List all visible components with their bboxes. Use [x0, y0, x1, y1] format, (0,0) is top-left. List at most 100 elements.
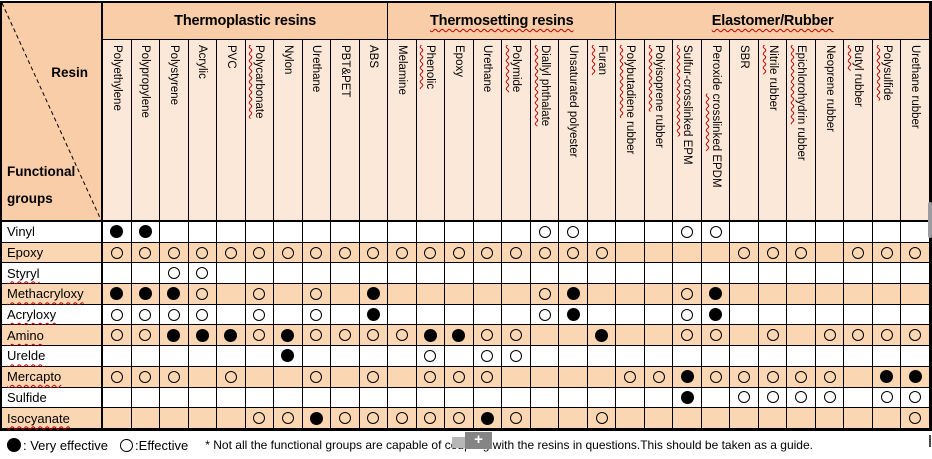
- very-effective-mark: [110, 225, 124, 239]
- table-cell: [274, 222, 303, 243]
- label-text: Unsaturated polyester: [567, 45, 580, 158]
- label-text: SBR: [738, 45, 751, 69]
- row-label: Vinyl: [2, 222, 103, 243]
- table-cell: [730, 222, 759, 243]
- table-cell: [302, 222, 332, 243]
- row-label: Amino: [2, 325, 103, 347]
- label-text: Furan: [595, 45, 608, 76]
- column-header: Nitrile rubber: [758, 40, 788, 222]
- table-cell: [872, 222, 902, 243]
- table-cell: [302, 387, 332, 409]
- row-label: Acryloxy: [2, 304, 103, 326]
- column-header-text: Epoxy: [452, 45, 465, 77]
- table-cell: [644, 284, 674, 305]
- table-cell: [302, 284, 332, 305]
- table-cell: [758, 408, 788, 429]
- table-cell: [587, 387, 617, 409]
- column-header: Furan: [587, 40, 617, 222]
- table-cell: [901, 263, 930, 285]
- table-cell: [302, 325, 332, 347]
- table-cell: [416, 366, 446, 388]
- effective-mark: [167, 246, 180, 259]
- table-cell: [701, 242, 731, 264]
- table-cell: [787, 325, 816, 347]
- table-cell: [103, 222, 132, 243]
- effective-mark: [338, 329, 351, 342]
- column-header-text: Polystyrene: [167, 45, 180, 105]
- table-cell: [559, 242, 588, 264]
- table-cell: [245, 284, 275, 305]
- table-cell: [473, 222, 503, 243]
- table-cell: [872, 242, 902, 264]
- very-effective-mark: [908, 370, 922, 384]
- label-text: Mercapto: [7, 369, 62, 385]
- column-header: PVC: [217, 40, 246, 222]
- table-cell: [673, 284, 702, 305]
- table-cell: [815, 222, 845, 243]
- table-cell: [644, 387, 674, 409]
- column-header: Diallyl phthalate: [530, 40, 560, 222]
- label-text: Peroxide: [709, 45, 722, 94]
- table-cell: [530, 346, 560, 367]
- column-header-text: Polycarbonate: [252, 45, 265, 119]
- effective-mark: [310, 308, 323, 321]
- table-cell: [188, 263, 218, 285]
- compatibility-table: Resin Functional groups Thermoplastic resi…: [0, 1, 932, 431]
- table-cell: [103, 263, 132, 285]
- effective-mark: [795, 370, 808, 383]
- table-cell: [844, 346, 873, 367]
- column-header-text: Polybutadiene rubber: [623, 45, 636, 154]
- label-text: Polyethylene: [110, 45, 123, 111]
- table-cell: [245, 387, 275, 409]
- effective-mark: [424, 412, 437, 425]
- scrollbar-thumb[interactable]: [928, 202, 932, 238]
- column-header: Peroxide crosslinked EPDM: [701, 40, 731, 222]
- label-text: Urethane: [310, 45, 323, 93]
- table-cell: [359, 408, 389, 429]
- table-cell: [901, 346, 930, 367]
- corner-cell: Resin Functional groups: [2, 3, 103, 222]
- column-header: Epoxy: [445, 40, 474, 222]
- table-cell: [502, 408, 531, 429]
- table-cell: [758, 366, 788, 388]
- very-effective-mark: [195, 328, 209, 342]
- very-effective-mark: [366, 287, 380, 301]
- table-cell: [530, 242, 560, 264]
- effective-mark: [509, 412, 522, 425]
- table-cell: [844, 325, 873, 347]
- table-cell: [160, 304, 189, 326]
- effective-mark: [338, 246, 351, 259]
- table-cell: [530, 284, 560, 305]
- very-effective-mark: [709, 308, 723, 322]
- table-cell: [388, 284, 417, 305]
- table-cell: [188, 284, 218, 305]
- table-cell: [245, 346, 275, 367]
- table-cell: [131, 222, 161, 243]
- table-cell: [388, 408, 417, 429]
- table-cell: [473, 366, 503, 388]
- table-cell: [787, 242, 816, 264]
- effective-mark: [823, 391, 836, 404]
- label-text: ABS: [367, 45, 380, 69]
- effective-mark: [681, 287, 694, 300]
- column-header: SBR: [730, 40, 759, 222]
- table-cell: [616, 263, 645, 285]
- effective-mark: [738, 370, 751, 383]
- effective-mark: [738, 391, 751, 404]
- table-cell: [758, 325, 788, 347]
- label-text: rubber: [624, 117, 637, 155]
- table-cell: [302, 408, 332, 429]
- effective-mark: [823, 370, 836, 383]
- column-header-text: Diallyl phthalate: [538, 45, 551, 126]
- table-cell: [217, 387, 246, 409]
- table-cell: [616, 408, 645, 429]
- effective-mark: [367, 329, 380, 342]
- very-effective-mark: [680, 370, 694, 384]
- effective-mark: [909, 329, 922, 342]
- effective-mark: [224, 370, 237, 383]
- table-cell: [815, 408, 845, 429]
- table-cell: [587, 304, 617, 326]
- effective-mark: [167, 370, 180, 383]
- table-cell: [188, 346, 218, 367]
- table-cell: [245, 222, 275, 243]
